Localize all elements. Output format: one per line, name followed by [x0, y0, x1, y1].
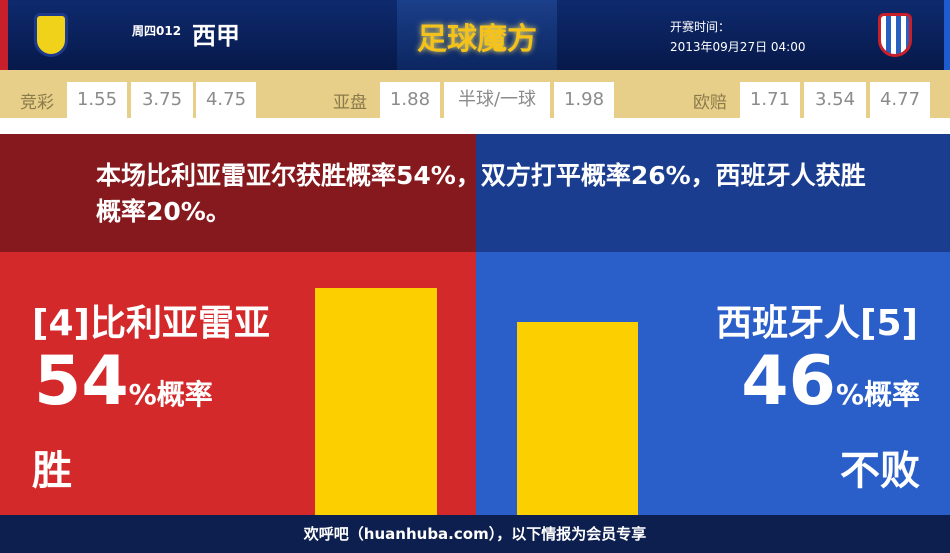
home-win-probability: 54%概率 [34, 342, 213, 421]
brand-logo: 足球魔方 [397, 0, 557, 70]
home-team-name: [4]比利亚雷亚 [32, 303, 270, 344]
yapan-handicap: 半球/一球 [444, 82, 550, 118]
away-pct-unit: %概率 [835, 378, 920, 411]
away-probability: 46%概率 [741, 342, 920, 421]
yapan-odd: 1.98 [554, 82, 614, 118]
oupei-odd: 4.77 [870, 82, 930, 118]
probability-summary: 本场比利亚雷亚尔获胜概率54%，双方打平概率26%，西班牙人获胜概率20%。 [96, 161, 866, 226]
footer-notice: 欢呼吧（huanhuba.com），以下情报为会员专享 [0, 515, 950, 553]
message-bg-home [0, 134, 476, 252]
oupei-odd: 1.71 [740, 82, 800, 118]
home-probability-bar [315, 288, 437, 515]
oupei-label: 欧赔 [693, 93, 727, 113]
home-pct-value: 54 [34, 342, 129, 421]
match-round: 周四012 [132, 24, 182, 38]
home-result: 胜 [32, 448, 72, 494]
jingcai-odd: 1.55 [67, 82, 127, 118]
away-team-name: 西班牙人[5] [716, 303, 918, 344]
league-name: 西甲 [192, 22, 240, 50]
home-team-crest-icon [34, 13, 68, 57]
jingcai-odd: 4.75 [196, 82, 256, 118]
jingcai-odd: 3.75 [131, 82, 193, 118]
odds-bar: 竞彩 1.55 3.75 4.75 亚盘 1.88 半球/一球 1.98 欧赔 … [0, 70, 950, 126]
away-probability-bar [517, 321, 638, 515]
away-pct-value: 46 [741, 342, 836, 421]
oupei-odd: 3.54 [804, 82, 866, 118]
brand-text: 足球魔方 [417, 22, 537, 57]
yapan-odd: 1.88 [380, 82, 440, 118]
kickoff-label: 开赛时间： [670, 20, 731, 34]
away-team-crest-icon [878, 13, 912, 57]
kickoff-time: 2013年09月27日 04:00 [670, 40, 806, 54]
message-bg-away [476, 134, 950, 252]
jingcai-label: 竞彩 [20, 93, 54, 113]
home-pct-unit: %概率 [128, 378, 213, 411]
away-result: 不败 [840, 448, 920, 494]
yapan-label: 亚盘 [333, 93, 367, 113]
